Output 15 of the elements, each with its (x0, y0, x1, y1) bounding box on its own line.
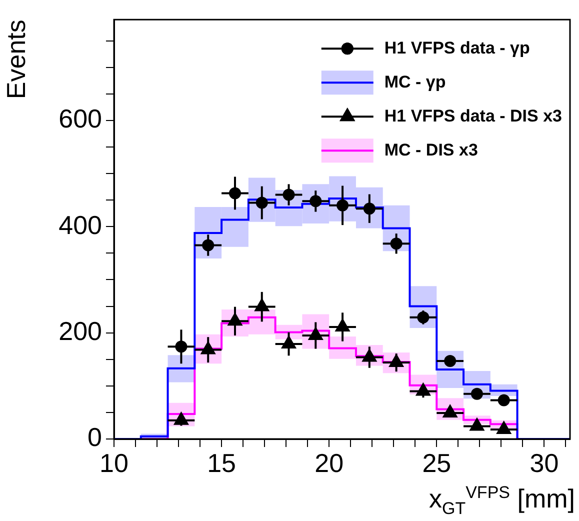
legend-label: MC - γp (384, 72, 446, 92)
x-tick-label: 15 (207, 448, 236, 478)
x-tick-label: 30 (530, 448, 559, 478)
y-tick-label: 600 (58, 104, 102, 134)
x-tick-label: 10 (100, 448, 128, 478)
legend-label: MC - DIS x3 (384, 140, 478, 160)
x-tick-label: 20 (314, 448, 344, 478)
x-tick-label: 25 (422, 448, 452, 478)
legend-label: H1 VFPS data - DIS x3 (384, 106, 562, 126)
y-tick-label: 400 (58, 210, 102, 240)
y-tick-label: 0 (88, 422, 102, 452)
y-axis-title: Events (0, 20, 31, 100)
x-axis-title: x$_{GT}$$^{VFPS}$ [mm] (428, 483, 575, 519)
legend-label: H1 VFPS data - γp (384, 38, 530, 58)
y-tick-label: 200 (58, 316, 102, 346)
